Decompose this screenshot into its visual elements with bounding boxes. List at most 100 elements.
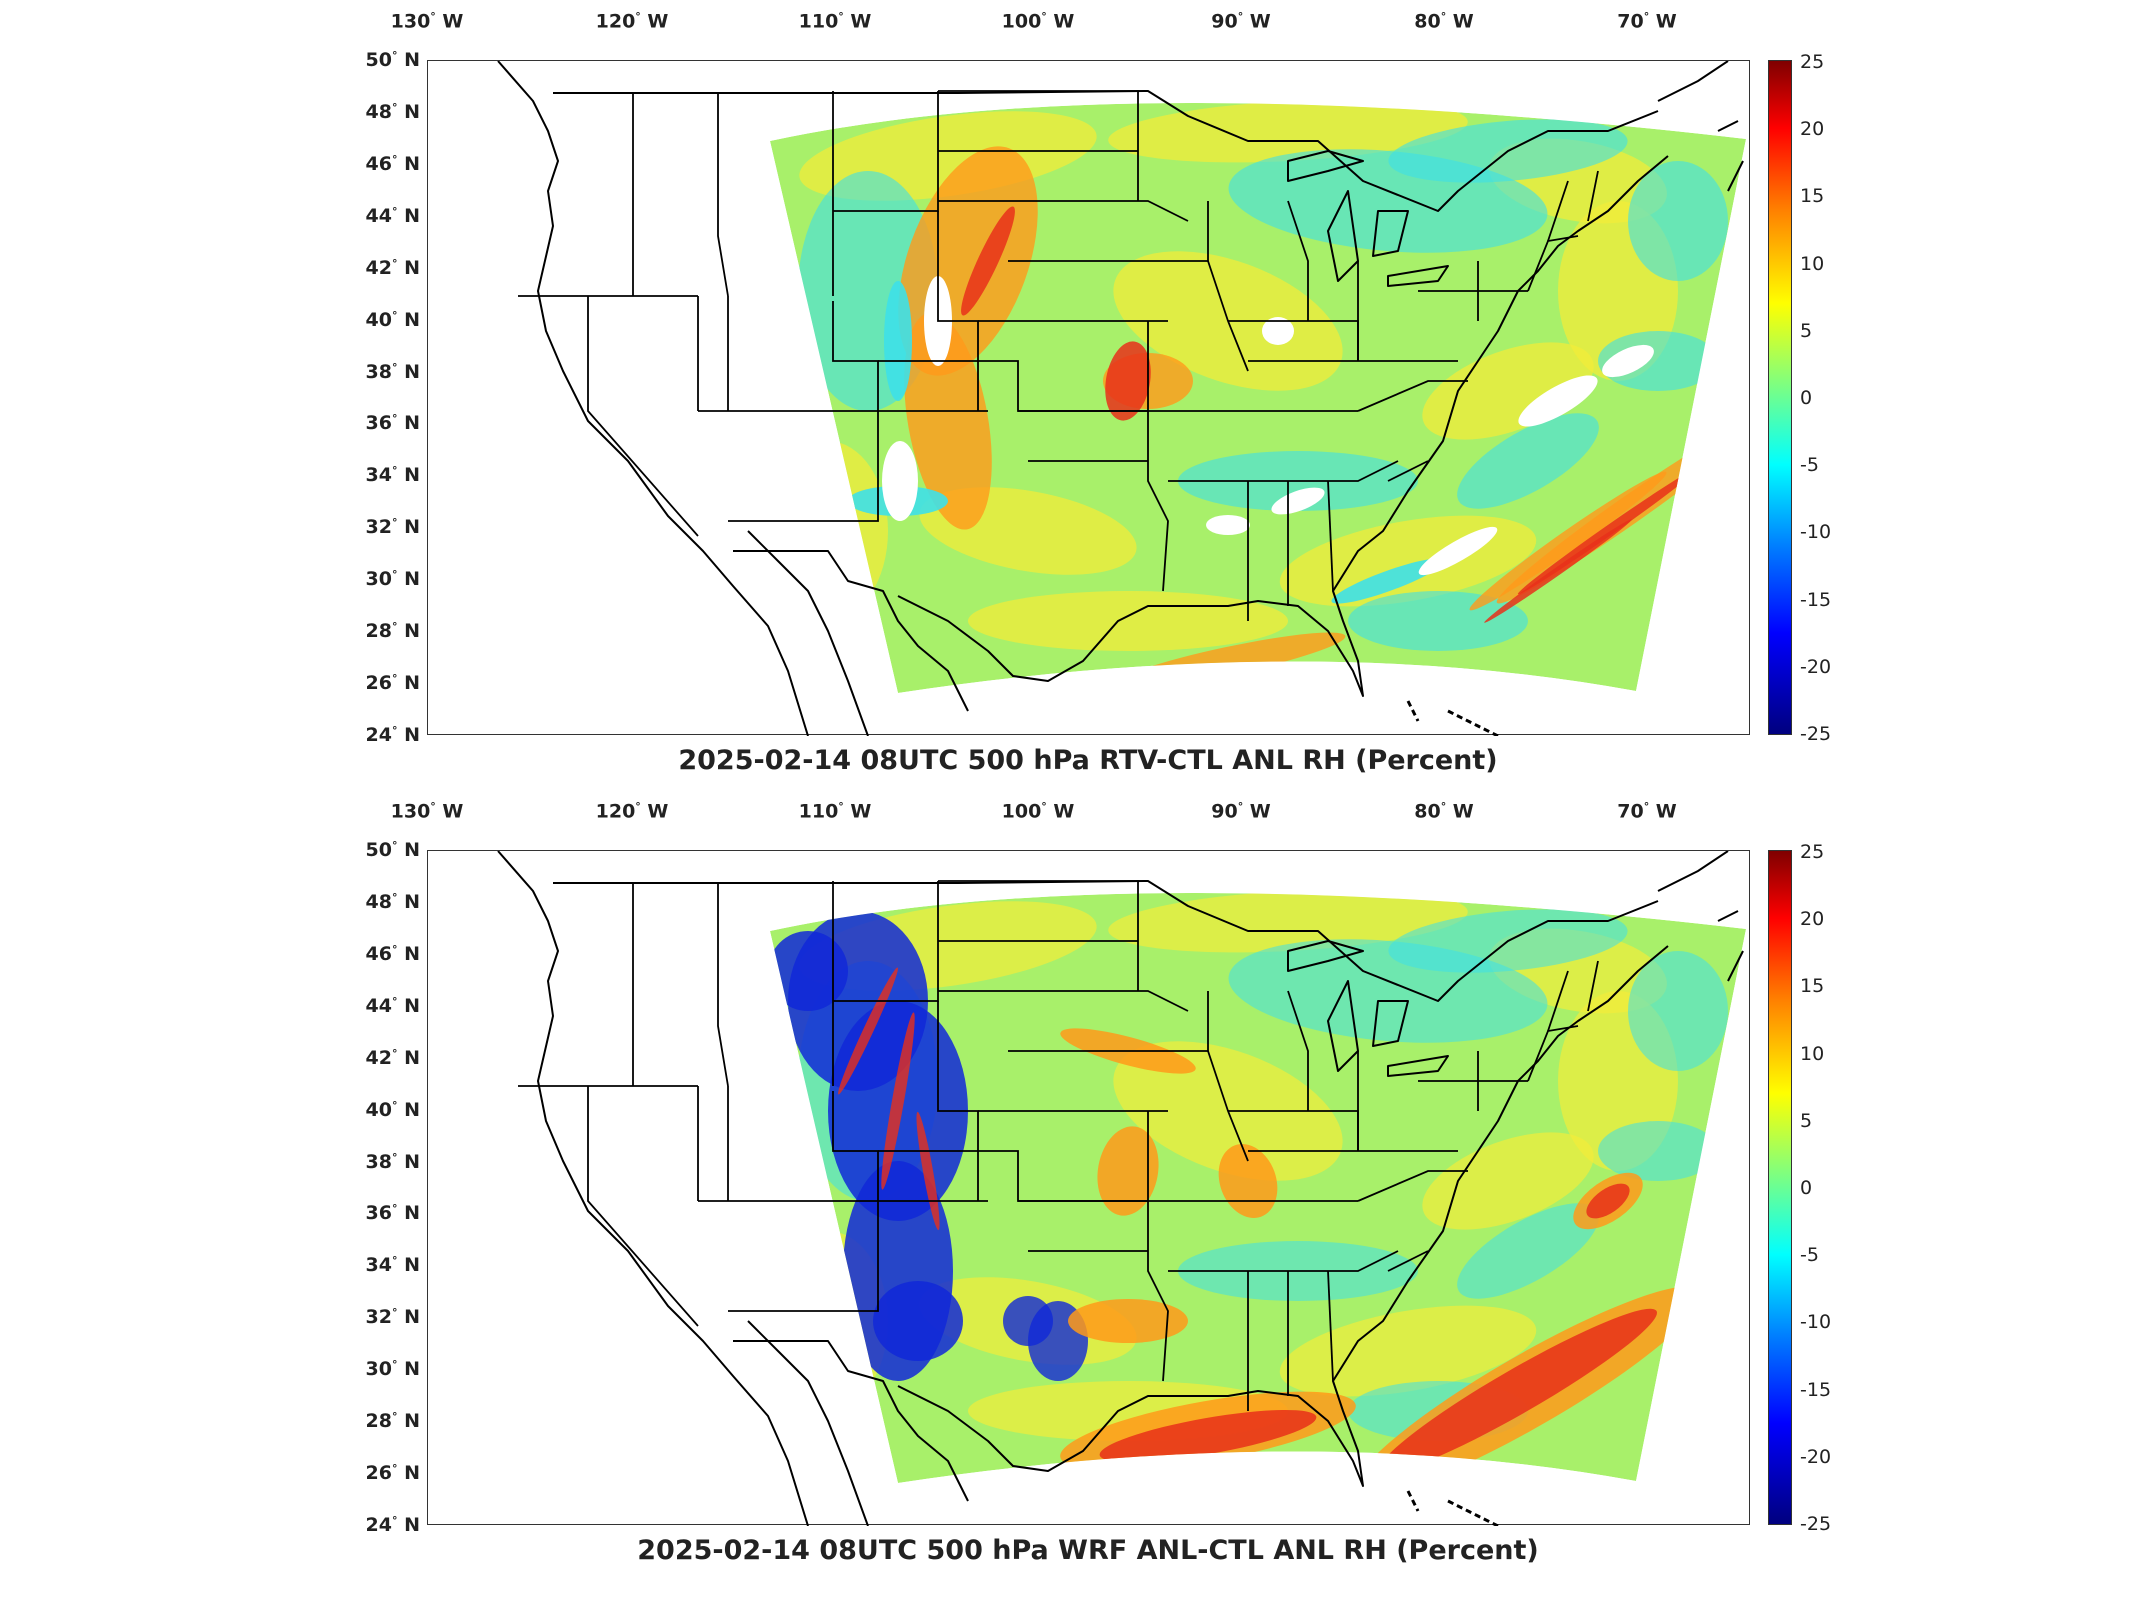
longitude-tick-label: 80° W [1414, 800, 1474, 823]
state-border [1587, 960, 1599, 1012]
longitude-tick-label: 70° W [1617, 800, 1677, 823]
field-anomaly [1628, 951, 1728, 1071]
state-border [1327, 1270, 1334, 1382]
colorbar-tick-label: 15 [1800, 185, 1825, 208]
state-border [1168, 1250, 1399, 1272]
rh-field [770, 102, 1746, 694]
state-border [1147, 1111, 1169, 1382]
colorbar [1768, 60, 1792, 735]
longitude-tick-label: 130° W [390, 10, 464, 33]
state-border [1287, 200, 1309, 321]
colorbar-tick-label: -20 [1800, 655, 1832, 678]
northern-border [553, 880, 1659, 1002]
colorbar-tick-label: -25 [1800, 723, 1832, 745]
northern-border [553, 90, 1659, 212]
field-anomaly [770, 441, 888, 621]
field-anomaly [1099, 1409, 1317, 1463]
longitude-tick-label: 80° W [1414, 10, 1474, 33]
field-anomaly [1422, 1132, 1594, 1230]
longitude-tick-label: 110° W [798, 10, 872, 33]
great-lakes [1287, 150, 1449, 287]
latitude-tick-label: 46° N [365, 152, 420, 176]
state-border [1357, 1170, 1468, 1202]
field-anomaly [1484, 519, 1632, 623]
state-border [1287, 990, 1309, 1111]
latitude-tick-label: 48° N [365, 100, 420, 124]
state-border [1547, 970, 1569, 1032]
latitude-tick-label: 30° N [365, 568, 420, 591]
state-border [728, 1201, 879, 1312]
colorbar-tick-label: -10 [1800, 1311, 1832, 1334]
pacific-coastline [497, 851, 869, 1526]
latitude-tick-label: 36° N [365, 412, 420, 435]
latitude-tick-label: 26° N [365, 671, 420, 695]
state-border [1327, 480, 1334, 592]
field-anomaly [873, 1281, 963, 1361]
state-border [717, 93, 729, 297]
field-anomaly [961, 206, 1015, 316]
latitude-tick-label: 34° N [365, 1254, 420, 1277]
latitude-tick-label: 36° N [365, 1202, 420, 1225]
state-border [937, 211, 979, 411]
latitude-tick-label: 24° N [365, 1513, 420, 1537]
state-border [1168, 460, 1399, 482]
field-anomaly [1105, 341, 1151, 421]
latitude-tick-label: 32° N [365, 516, 420, 539]
state-borders [518, 880, 1599, 1411]
state-border [587, 296, 699, 537]
field-anomaly [904, 312, 992, 530]
missing-data [1418, 526, 1498, 576]
latitude-tick-label: 48° N [365, 890, 420, 914]
colorbar-tick-label: 10 [1800, 252, 1825, 275]
field-anomaly [1469, 471, 1667, 611]
field-anomaly [1218, 1144, 1278, 1218]
field-anomaly [1457, 413, 1599, 509]
rh-field [770, 892, 1746, 1484]
latitude-tick-label: 50° N [365, 48, 420, 72]
pacific-coastline [497, 61, 869, 736]
colorbar-tick-label: 5 [1800, 319, 1813, 342]
latitude-tick-label: 34° N [365, 464, 420, 487]
colorbar-tick-label: -15 [1800, 588, 1832, 611]
longitude-tick-label: 120° W [595, 800, 669, 823]
state-border [938, 990, 1189, 1012]
state-border [1357, 380, 1468, 412]
state-border [938, 200, 1189, 222]
latitude-tick-label: 26° N [365, 1461, 420, 1485]
missing-data [1602, 344, 1654, 378]
longitude-tick-label: 70° W [1617, 10, 1677, 33]
field-anomaly [838, 967, 898, 1095]
latitude-tick-label: 32° N [365, 1306, 420, 1329]
longitude-tick-label: 100° W [1001, 10, 1075, 33]
latitude-tick-label: 24° N [365, 723, 420, 747]
field-anomaly [1517, 467, 1699, 595]
great-lakes [1287, 940, 1449, 1077]
canada-coastline [1657, 851, 1744, 982]
longitude-tick-label: 130° W [390, 800, 464, 823]
state-border [937, 1001, 979, 1201]
state-border [1547, 180, 1569, 242]
latitude-tick-label: 46° N [365, 942, 420, 966]
latitude-tick-label: 28° N [365, 1409, 420, 1433]
state-border [717, 883, 729, 1087]
latitude-tick-label: 42° N [365, 1046, 420, 1069]
field-anomaly [1422, 342, 1594, 440]
field-anomaly [1279, 1305, 1537, 1397]
map-panel-rtv: 130° W 120° W 110° W 100° W 90° W 80° W 70° W … [365, 10, 1832, 776]
colorbar-tick-label: 20 [1800, 118, 1825, 141]
colorbar-tick-label: 0 [1800, 387, 1813, 409]
missing-data [1518, 375, 1598, 427]
state-borders [518, 90, 1599, 621]
state-border [587, 1086, 699, 1327]
colorbar-tick-label: 0 [1800, 1177, 1813, 1199]
field-anomaly [968, 591, 1288, 651]
longitude-tick-label: 100° W [1001, 800, 1075, 823]
field-anomaly [1379, 1308, 1657, 1474]
colorbar-tick-label: -20 [1800, 1445, 1832, 1468]
colorbar-tick-label: 15 [1800, 975, 1825, 998]
field-anomaly [1108, 892, 1468, 953]
field-anomaly [1628, 161, 1728, 281]
colorbar-tick-label: -25 [1800, 1513, 1832, 1535]
rh-difference-map [497, 61, 1746, 736]
state-border [938, 90, 1139, 201]
